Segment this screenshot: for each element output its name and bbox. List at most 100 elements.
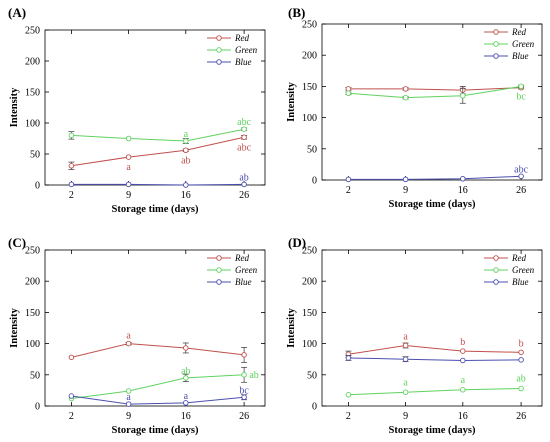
data-point (183, 138, 189, 144)
data-point (518, 349, 524, 356)
series-line (71, 128, 245, 142)
data-point (460, 93, 466, 99)
series-blue: abc (345, 164, 529, 183)
series-red: a (68, 331, 248, 363)
data-point (125, 135, 132, 142)
data-point (241, 134, 247, 141)
series-blue: ab (68, 172, 249, 188)
data-point (460, 357, 466, 364)
y-tick-label: 250 (302, 20, 317, 31)
data-point (68, 354, 75, 361)
legend-swatch-marker (216, 267, 222, 273)
legend-swatch-marker (216, 35, 222, 41)
data-point (125, 401, 132, 407)
panel-label: (C) (8, 235, 26, 250)
series-line (71, 395, 245, 405)
legend-label: Red (234, 33, 249, 43)
significance-label: ab (249, 370, 258, 381)
legend-swatch-marker (216, 59, 222, 65)
data-point (68, 132, 75, 139)
legend-label: Blue (512, 51, 529, 61)
data-point (183, 182, 189, 188)
data-point (518, 357, 524, 363)
significance-label: ab (516, 374, 525, 385)
series-red: a ab abc (68, 134, 252, 173)
series-line (348, 87, 522, 91)
x-tick-label: 9 (126, 190, 131, 201)
series-line (71, 136, 245, 167)
legend: Red Green Blue (207, 33, 258, 67)
significance-label: abc (514, 164, 528, 175)
x-axis-title: Storage time (days) (389, 425, 476, 436)
series-green: a a ab (345, 374, 526, 398)
series-line (348, 344, 522, 355)
significance-label: a (403, 377, 408, 388)
x-tick-label: 9 (126, 411, 131, 422)
y-axis-title: Intensity (9, 87, 20, 127)
significance-label: abc (237, 142, 251, 153)
panel-label: (D) (288, 235, 306, 250)
y-tick-label: 200 (25, 57, 40, 68)
x-tick-label: 2 (69, 411, 74, 422)
y-tick-label: 200 (302, 277, 317, 288)
plot-frame (44, 29, 266, 186)
x-axis-title: Storage time (days) (389, 199, 476, 210)
y-axis-title: Intensity (286, 307, 297, 347)
x-axis-title: Storage time (days) (112, 204, 199, 215)
x-tick-label: 2 (69, 190, 74, 201)
legend-swatch-marker (493, 279, 499, 285)
y-tick-label: 150 (25, 308, 40, 319)
y-tick-label: 150 (25, 88, 40, 99)
series-green: bc (345, 83, 526, 104)
data-point (125, 181, 132, 188)
data-point (125, 388, 132, 394)
series-line (348, 357, 522, 361)
legend-label: Blue (235, 57, 252, 67)
data-point (183, 147, 189, 154)
data-point (345, 392, 352, 398)
data-point (402, 389, 409, 396)
x-tick-label: 2 (346, 185, 351, 196)
data-point (241, 352, 247, 358)
plot-frame (321, 249, 543, 407)
y-tick-label: 50 (307, 144, 317, 155)
significance-label: a (403, 331, 408, 342)
data-point (241, 126, 247, 132)
x-axis-title: Storage time (days) (112, 425, 199, 436)
y-tick-label: 0 (35, 181, 40, 192)
significance-label: a (126, 392, 131, 403)
panel-label: (A) (8, 5, 26, 20)
data-point (125, 154, 132, 160)
y-axis-title: Intensity (286, 81, 297, 121)
legend-label: Green (235, 45, 258, 55)
significance-label: ab (181, 155, 190, 166)
significance-label: a (126, 162, 131, 173)
plot-frame (44, 249, 266, 407)
series-line (71, 183, 245, 186)
data-point (345, 86, 352, 92)
x-tick-label: 16 (181, 190, 191, 201)
data-point (125, 340, 132, 347)
panel-label: (B) (288, 5, 305, 20)
data-point (241, 181, 247, 188)
significance-label: a (184, 129, 189, 140)
y-tick-label: 50 (307, 370, 317, 381)
data-point (402, 94, 409, 101)
data-point (68, 181, 75, 188)
significance-label: bc (239, 385, 249, 396)
data-point (518, 173, 524, 180)
y-tick-label: 0 (35, 402, 40, 413)
x-tick-label: 26 (239, 411, 249, 422)
legend-label: Green (512, 265, 535, 275)
significance-label: b (460, 337, 465, 348)
legend: Red Green Blue (207, 253, 258, 287)
x-tick-label: 9 (403, 411, 408, 422)
data-point (460, 348, 466, 354)
legend-swatch-marker (493, 255, 499, 261)
legend: Red Green Blue (484, 253, 535, 287)
chart-panel-1: (B) 0 50 100 150 200 250 2 9 16 26 Storage time (da… (286, 5, 543, 210)
chart-panel-0: (A) 0 50 100 150 200 250 2 9 16 26 Storage time (da… (8, 5, 266, 215)
data-point (402, 86, 409, 92)
data-point (402, 176, 409, 183)
y-tick-label: 100 (25, 119, 40, 130)
